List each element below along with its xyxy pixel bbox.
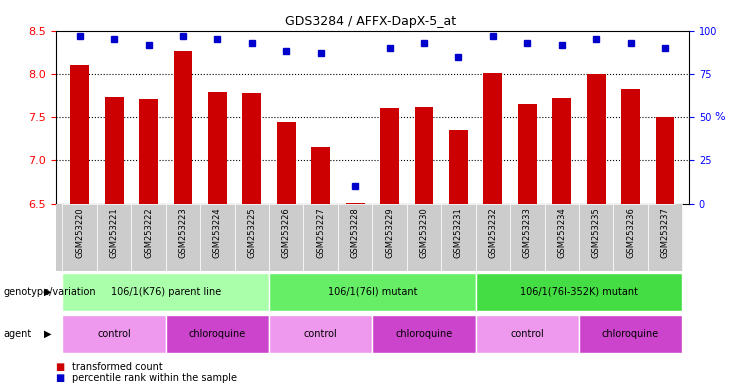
Bar [648, 204, 682, 271]
Bar [235, 204, 269, 271]
Bar [269, 315, 372, 353]
Text: GSM253233: GSM253233 [523, 207, 532, 258]
Bar [269, 273, 476, 311]
Bar [166, 315, 269, 353]
Y-axis label: %: % [714, 112, 725, 122]
Text: GSM253236: GSM253236 [626, 207, 635, 258]
Bar [476, 204, 510, 271]
Text: GSM253237: GSM253237 [660, 207, 670, 258]
Bar [614, 204, 648, 271]
Bar [62, 204, 97, 271]
Bar [407, 204, 441, 271]
Bar [380, 109, 399, 204]
Text: GSM253230: GSM253230 [419, 207, 428, 258]
Text: GSM253223: GSM253223 [179, 207, 187, 258]
Bar [545, 204, 579, 271]
Bar [200, 204, 235, 271]
Bar [277, 122, 296, 204]
Bar [579, 204, 614, 271]
Text: percentile rank within the sample: percentile rank within the sample [72, 373, 237, 383]
Bar [656, 117, 674, 204]
Bar [621, 89, 640, 204]
Text: GSM253232: GSM253232 [488, 207, 497, 258]
Bar [441, 204, 476, 271]
Bar [104, 97, 124, 204]
Text: transformed count: transformed count [72, 362, 162, 372]
Bar [476, 273, 682, 311]
Bar [510, 204, 545, 271]
Text: ■: ■ [56, 373, 64, 383]
Text: GSM253226: GSM253226 [282, 207, 290, 258]
Text: 106/1(76I) mutant: 106/1(76I) mutant [328, 287, 417, 297]
Bar [579, 315, 682, 353]
Bar [131, 204, 166, 271]
Text: chloroquine: chloroquine [396, 329, 453, 339]
Bar [311, 147, 330, 204]
Text: genotype/variation: genotype/variation [4, 287, 96, 297]
Bar [62, 273, 269, 311]
Text: ■: ■ [56, 362, 64, 372]
Text: 106/1(K76) parent line: 106/1(K76) parent line [110, 287, 221, 297]
Bar [70, 65, 89, 204]
Bar [373, 315, 476, 353]
Text: GDS3284 / AFFX-DapX-5_at: GDS3284 / AFFX-DapX-5_at [285, 15, 456, 28]
Bar [269, 204, 304, 271]
Bar [476, 315, 579, 353]
Text: GSM253225: GSM253225 [247, 207, 256, 258]
Text: GSM253235: GSM253235 [591, 207, 601, 258]
Bar [483, 73, 502, 204]
Text: control: control [97, 329, 131, 339]
Bar [242, 93, 262, 204]
Bar [208, 92, 227, 204]
Text: agent: agent [4, 329, 32, 339]
Bar [173, 51, 193, 204]
Bar [552, 98, 571, 204]
Text: control: control [304, 329, 338, 339]
Text: GSM253229: GSM253229 [385, 207, 394, 258]
Text: GSM253228: GSM253228 [350, 207, 359, 258]
Text: GSM253222: GSM253222 [144, 207, 153, 258]
Text: chloroquine: chloroquine [602, 329, 659, 339]
Bar [414, 107, 433, 204]
Text: GSM253227: GSM253227 [316, 207, 325, 258]
Text: 106/1(76I-352K) mutant: 106/1(76I-352K) mutant [520, 287, 638, 297]
Bar [97, 204, 131, 271]
Text: GSM253231: GSM253231 [454, 207, 463, 258]
Bar [518, 104, 536, 204]
Text: GSM253224: GSM253224 [213, 207, 222, 258]
Bar [304, 204, 338, 271]
Bar [587, 74, 605, 204]
Bar [373, 204, 407, 271]
Text: ▶: ▶ [44, 329, 52, 339]
Bar [139, 99, 158, 204]
Text: GSM253220: GSM253220 [75, 207, 84, 258]
Bar [449, 130, 468, 204]
Text: ▶: ▶ [44, 287, 52, 297]
Bar [338, 204, 372, 271]
Text: GSM253234: GSM253234 [557, 207, 566, 258]
Text: control: control [511, 329, 544, 339]
Bar [345, 203, 365, 204]
Text: chloroquine: chloroquine [189, 329, 246, 339]
Bar [166, 204, 200, 271]
Bar [62, 315, 166, 353]
Text: GSM253221: GSM253221 [110, 207, 119, 258]
